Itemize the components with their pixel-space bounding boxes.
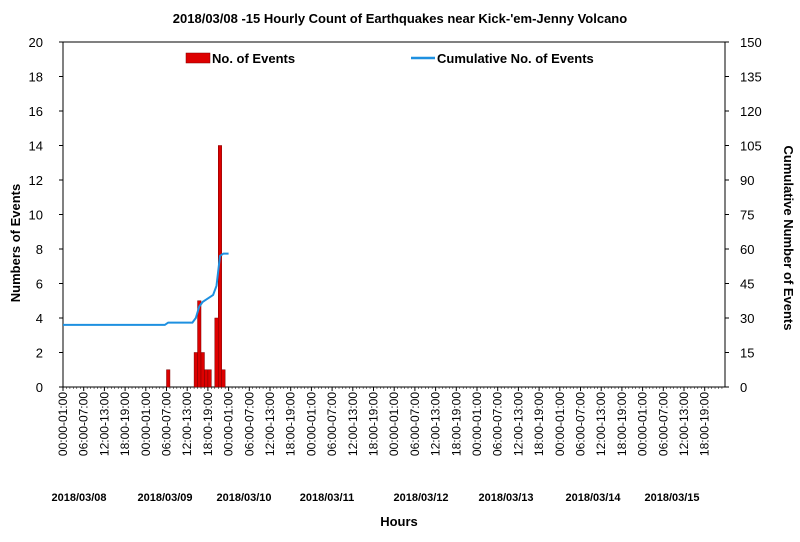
x-tick-label: 06:00-07:00	[242, 392, 256, 456]
x-tick-label: 06:00-07:00	[574, 392, 588, 456]
x-tick-label: 12:00-13:00	[429, 392, 443, 456]
y2-tick-label: 15	[740, 346, 754, 361]
y-tick-label: 16	[29, 104, 43, 119]
x-tick-label: 00:00-01:00	[222, 392, 236, 456]
y-axis-left: 0 2 4 6 8 10 12 14 16 18 20	[29, 35, 63, 395]
date-label: 2018/03/10	[216, 492, 271, 504]
x-tick-label: 18:00-19:00	[532, 392, 546, 456]
x-tick-label: 18:00-19:00	[118, 392, 132, 456]
x-tick-label: 00:00-01:00	[56, 392, 70, 456]
x-tick-label: 00:00-01:00	[636, 392, 650, 456]
y2-tick-label: 90	[740, 173, 754, 188]
date-label: 2018/03/12	[393, 492, 448, 504]
chart-title: 2018/03/08 -15 Hourly Count of Earthquak…	[173, 11, 627, 26]
y2-tick-label: 150	[740, 35, 762, 50]
x-tick-label: 00:00-01:00	[470, 392, 484, 456]
x-tick-label: 12:00-13:00	[97, 392, 111, 456]
bar	[200, 352, 205, 388]
y-axis-label: Numbers of Events	[8, 184, 23, 302]
x-tick-label: 00:00-01:00	[387, 392, 401, 456]
x-tick-label: 18:00-19:00	[367, 392, 381, 456]
y-axis-right: 0 15 30 45 60 75 90 105 120 135 150	[725, 35, 762, 395]
date-label: 2018/03/09	[137, 492, 192, 504]
y2-tick-label: 75	[740, 208, 754, 223]
bar	[221, 369, 226, 388]
x-tick-label: 06:00-07:00	[325, 392, 339, 456]
x-tick-label: 12:00-13:00	[180, 392, 194, 456]
x-tick-label: 06:00-07:00	[491, 392, 505, 456]
y-tick-label: 2	[36, 346, 43, 361]
y2-tick-label: 60	[740, 242, 754, 257]
bar	[193, 352, 198, 388]
y2-tick-label: 0	[740, 380, 747, 395]
y2-tick-label: 135	[740, 70, 762, 85]
bar	[207, 369, 212, 388]
x-axis-label: Hours	[380, 514, 418, 529]
x-tick-label: 06:00-07:00	[77, 392, 91, 456]
x-tick-label: 18:00-19:00	[449, 392, 463, 456]
x-tick-label: 12:00-13:00	[346, 392, 360, 456]
bar	[214, 317, 219, 388]
x-tick-label: 18:00-19:00	[201, 392, 215, 456]
x-tick-label: 12:00-13:00	[594, 392, 608, 456]
y2-tick-label: 45	[740, 277, 754, 292]
x-tick-label: 18:00-19:00	[698, 392, 712, 456]
x-tick-label: 06:00-07:00	[656, 392, 670, 456]
y-tick-label: 6	[36, 277, 43, 292]
date-label: 2018/03/11	[300, 492, 354, 504]
x-tick-label: 18:00-19:00	[284, 392, 298, 456]
x-tick-label: 12:00-13:00	[511, 392, 525, 456]
legend-line-label: Cumulative No. of Events	[437, 51, 594, 66]
date-label: 2018/03/14	[565, 492, 621, 504]
y2-axis-label: Cumulative Number of Events	[781, 146, 796, 331]
y2-tick-label: 105	[740, 139, 762, 154]
y-tick-label: 20	[29, 35, 43, 50]
x-tick-label: 18:00-19:00	[615, 392, 629, 456]
y-tick-label: 8	[36, 242, 43, 257]
x-tick-label: 00:00-01:00	[553, 392, 567, 456]
plot-frame	[62, 41, 726, 388]
x-tick-label: 00:00-01:00	[139, 392, 153, 456]
y-tick-label: 4	[36, 311, 43, 326]
bar	[204, 369, 209, 388]
cumulative-line	[63, 252, 229, 326]
y-tick-label: 14	[29, 139, 43, 154]
legend-bar-label: No. of Events	[212, 51, 295, 66]
x-tick-label: 12:00-13:00	[677, 392, 691, 456]
bar	[197, 300, 202, 388]
legend-bar-swatch	[185, 52, 211, 64]
date-label: 2018/03/08	[51, 492, 106, 504]
x-tick-label: 06:00-07:00	[408, 392, 422, 456]
x-tick-label: 12:00-13:00	[263, 392, 277, 456]
y-tick-label: 10	[29, 208, 43, 223]
x-tick-label: 06:00-07:00	[160, 392, 174, 456]
x-tick-label: 00:00-01:00	[304, 392, 318, 456]
y2-tick-label: 30	[740, 311, 754, 326]
y-tick-label: 0	[36, 380, 43, 395]
date-label: 2018/03/13	[478, 492, 533, 504]
y-tick-label: 12	[29, 173, 43, 188]
date-label: 2018/03/15	[644, 492, 699, 504]
legend: No. of Events Cumulative No. of Events	[185, 51, 594, 66]
y-tick-label: 18	[29, 70, 43, 85]
bar	[166, 369, 171, 388]
plot-area	[62, 41, 726, 388]
x-axis: 00:00-01:00 06:00-07:00 12:00-13:00 18:00-1…	[51, 387, 723, 504]
y2-tick-label: 120	[740, 104, 762, 119]
